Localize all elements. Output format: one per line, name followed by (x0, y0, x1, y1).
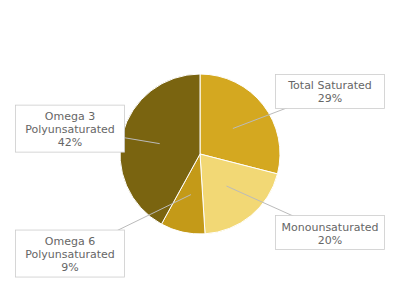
svg-text:Total Saturated29%: Total Saturated29% (287, 79, 372, 105)
svg-text:Omega 3Polyunsaturated42%: Omega 3Polyunsaturated42% (25, 110, 115, 149)
svg-text:Omega 6Polyunsaturated9%: Omega 6Polyunsaturated9% (25, 235, 115, 274)
svg-text:Monounsaturated20%: Monounsaturated20% (282, 221, 379, 247)
